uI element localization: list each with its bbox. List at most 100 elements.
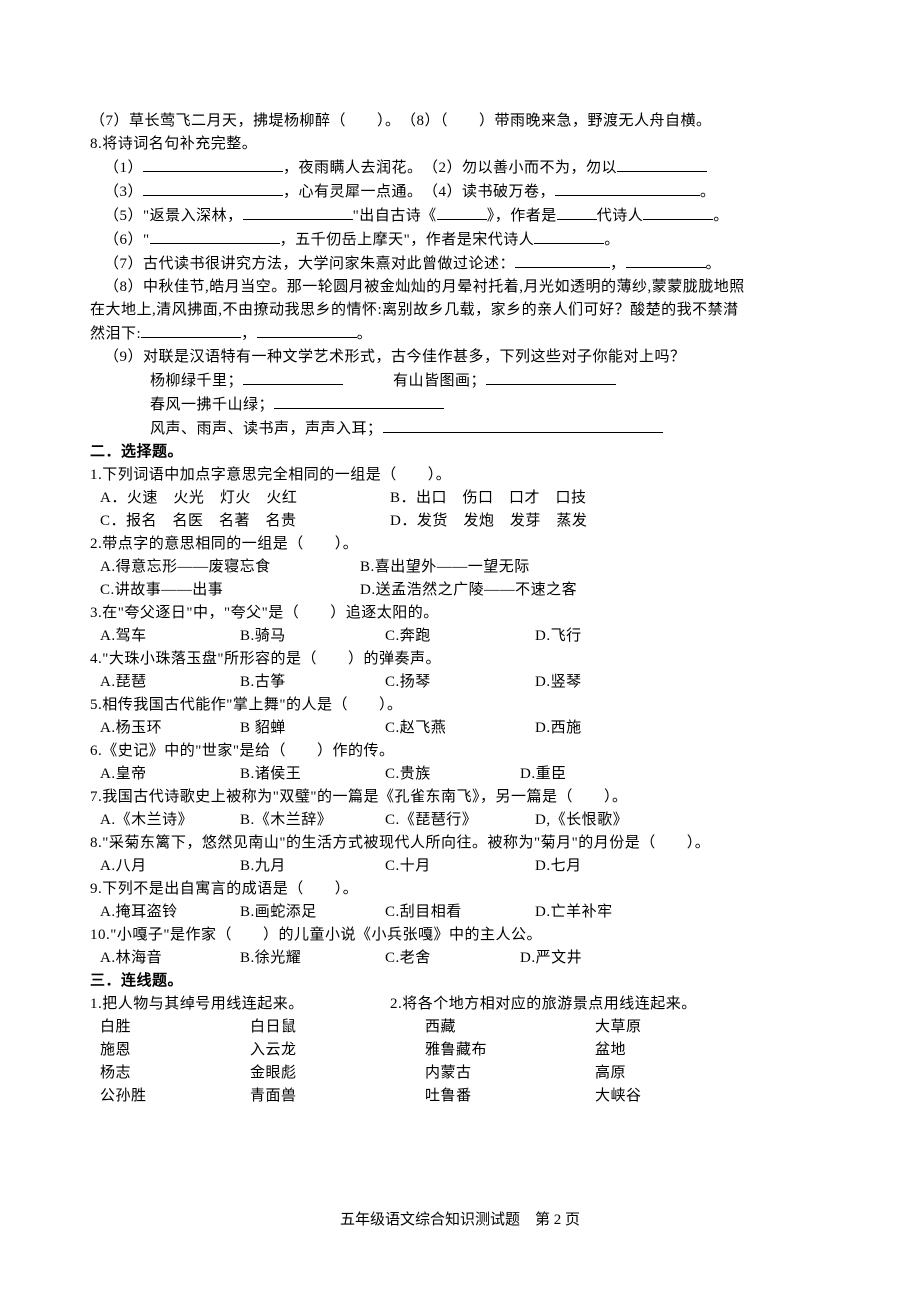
s2-q4-opts: A.琵琶B.古筝C.扬琴D.竖琴 bbox=[90, 671, 830, 694]
s3-r2-c2[interactable]: 入云龙 bbox=[250, 1039, 425, 1062]
blank[interactable] bbox=[257, 322, 357, 338]
s3-r3-c1[interactable]: 杨志 bbox=[100, 1062, 250, 1085]
blank[interactable] bbox=[383, 417, 663, 433]
blank[interactable] bbox=[141, 322, 241, 338]
s3-r3-c3[interactable]: 内蒙古 bbox=[425, 1062, 595, 1085]
q8-header: 8.将诗词名句补充完整。 bbox=[90, 133, 830, 156]
s2-q10-opts: A.林海音B.徐光耀C.老舍D.严文井 bbox=[90, 947, 830, 970]
s3-r4-c3[interactable]: 吐鲁番 bbox=[425, 1085, 595, 1108]
q8-8-l3-c: 。 bbox=[357, 326, 373, 342]
q8-5-e: 。 bbox=[713, 208, 729, 224]
s2-q4-optB[interactable]: B.古筝 bbox=[240, 671, 385, 694]
q8-6: （6）"，五千仞岳上摩天"，作者是宋代诗人。 bbox=[104, 228, 830, 252]
s3-r1-c1[interactable]: 白胜 bbox=[100, 1016, 250, 1039]
s2-q6-optA[interactable]: A.皇帝 bbox=[100, 763, 240, 786]
blank[interactable] bbox=[150, 228, 280, 244]
s2-q1-optB[interactable]: B．出口 伤口 口才 口技 bbox=[390, 490, 587, 506]
s2-q3-optA[interactable]: A.驾车 bbox=[100, 625, 240, 648]
s3-row4: 公孙胜青面兽吐鲁番大峡谷 bbox=[90, 1085, 830, 1108]
blank[interactable] bbox=[555, 180, 700, 196]
q8-9-l3: 春风一拂千山绿； bbox=[150, 393, 830, 417]
blank[interactable] bbox=[243, 369, 343, 385]
s2-q2-optA[interactable]: A.得意忘形——废寝忘食 bbox=[100, 556, 360, 579]
blank[interactable] bbox=[557, 204, 597, 220]
s2-q4-optD[interactable]: D.竖琴 bbox=[535, 674, 582, 690]
s2-q10-optB[interactable]: B.徐光耀 bbox=[240, 947, 385, 970]
s2-q10: 10."小嘎子"是作家（ ）的儿童小说《小兵张嘎》中的主人公。 bbox=[90, 924, 830, 947]
s2-q1-optA[interactable]: A．火速 火光 灯火 火红 bbox=[100, 487, 390, 510]
blank[interactable] bbox=[486, 369, 616, 385]
s2-q10-optC[interactable]: C.老舍 bbox=[385, 947, 520, 970]
s2-q7-optC[interactable]: C.《琵琶行》 bbox=[385, 809, 535, 832]
s2-q2-optD[interactable]: D.送孟浩然之广陵——不速之客 bbox=[360, 582, 577, 598]
q8-9-l2-a: 杨柳绿千里； bbox=[150, 373, 243, 389]
s3-r4-c1[interactable]: 公孙胜 bbox=[100, 1085, 250, 1108]
s2-q8-optC[interactable]: C.十月 bbox=[385, 855, 535, 878]
s2-q7-optB[interactable]: B.《木兰辞》 bbox=[240, 809, 385, 832]
s2-q4-optA[interactable]: A.琵琶 bbox=[100, 671, 240, 694]
s2-q6-optB[interactable]: B.诸侯王 bbox=[240, 763, 385, 786]
q8-5-b: "出自古诗《 bbox=[353, 208, 437, 224]
s3-r1-c4[interactable]: 大草原 bbox=[595, 1019, 642, 1035]
blank[interactable] bbox=[626, 252, 706, 268]
s2-q2-row2: C.讲故事——出事D.送孟浩然之广陵——不速之客 bbox=[90, 579, 830, 602]
s3-q2: 2.将各个地方相对应的旅游景点用线连起来。 bbox=[390, 996, 697, 1012]
s2-q8-optA[interactable]: A.八月 bbox=[100, 855, 240, 878]
s2-q8-optB[interactable]: B.九月 bbox=[240, 855, 385, 878]
s2-q5-optB[interactable]: B 貂蝉 bbox=[240, 717, 385, 740]
s2-q1-row2: C．报名 名医 名著 名贵D．发货 发炮 发芽 蒸发 bbox=[90, 510, 830, 533]
s2-q5-optC[interactable]: C.赵飞燕 bbox=[385, 717, 535, 740]
q8-3: （3），心有灵犀一点通。 （4）读书破万卷，。 bbox=[104, 180, 830, 204]
s2-q6-optD[interactable]: D.重臣 bbox=[520, 766, 567, 782]
s3-r1-c3[interactable]: 西藏 bbox=[425, 1016, 595, 1039]
q8-9-l4: 风声、雨声、读书声，声声入耳； bbox=[150, 417, 830, 441]
s2-q9-optB[interactable]: B.画蛇添足 bbox=[240, 901, 385, 924]
s3-r4-c4[interactable]: 大峡谷 bbox=[595, 1088, 642, 1104]
blank[interactable] bbox=[143, 156, 283, 172]
s2-q7-optD[interactable]: D,《长恨歌》 bbox=[535, 812, 628, 828]
s2-q1-optD[interactable]: D．发货 发炮 发芽 蒸发 bbox=[390, 513, 587, 529]
q8-7-a: （7）古代读书很讲究方法，大学问家朱熹对此曾做过论述： bbox=[104, 256, 515, 272]
s3-q1: 1.把人物与其绰号用线连起来。 bbox=[90, 993, 390, 1016]
s3-r2-c4[interactable]: 盆地 bbox=[595, 1042, 626, 1058]
s2-q5-optD[interactable]: D.西施 bbox=[535, 720, 582, 736]
blank[interactable] bbox=[437, 204, 487, 220]
s2-q10-optA[interactable]: A.林海音 bbox=[100, 947, 240, 970]
s2-q3-optB[interactable]: B.骑马 bbox=[240, 625, 385, 648]
blank[interactable] bbox=[534, 228, 604, 244]
s2-q6-optC[interactable]: C.贵族 bbox=[385, 763, 520, 786]
s2-q3-opts: A.驾车B.骑马C.奔跑D.飞行 bbox=[90, 625, 830, 648]
s3-r2-c1[interactable]: 施恩 bbox=[100, 1039, 250, 1062]
blank[interactable] bbox=[274, 393, 444, 409]
q8-6-c: 。 bbox=[604, 232, 620, 248]
s2-q5-optA[interactable]: A.杨玉环 bbox=[100, 717, 240, 740]
blank[interactable] bbox=[617, 156, 707, 172]
s2-q7-optA[interactable]: A.《木兰诗》 bbox=[100, 809, 240, 832]
s3-r3-c2[interactable]: 金眼彪 bbox=[250, 1062, 425, 1085]
s2-q2-optC[interactable]: C.讲故事——出事 bbox=[100, 579, 360, 602]
s2-q10-optD[interactable]: D.严文井 bbox=[520, 950, 582, 966]
q8-8-l3-a: 然泪下: bbox=[90, 326, 141, 342]
s2-q2-optB[interactable]: B.喜出望外——一望无际 bbox=[360, 559, 530, 575]
s2-q9: 9.下列不是出自寓言的成语是（ ）。 bbox=[90, 878, 830, 901]
blank[interactable] bbox=[515, 252, 610, 268]
s3-subheaders: 1.把人物与其绰号用线连起来。2.将各个地方相对应的旅游景点用线连起来。 bbox=[90, 993, 830, 1016]
blank[interactable] bbox=[243, 204, 353, 220]
blank[interactable] bbox=[143, 180, 283, 196]
s2-q9-optA[interactable]: A.掩耳盗铃 bbox=[100, 901, 240, 924]
s2-q3-optC[interactable]: C.奔跑 bbox=[385, 625, 535, 648]
s2-q1-optC[interactable]: C．报名 名医 名著 名贵 bbox=[100, 510, 390, 533]
s3-r1-c2[interactable]: 白日鼠 bbox=[250, 1016, 425, 1039]
s2-q9-optC[interactable]: C.刮目相看 bbox=[385, 901, 535, 924]
s2-q4: 4."大珠小珠落玉盘"所形容的是（ ）的弹奏声。 bbox=[90, 648, 830, 671]
s2-q4-optC[interactable]: C.扬琴 bbox=[385, 671, 535, 694]
s2-q3-optD[interactable]: D.飞行 bbox=[535, 628, 582, 644]
blank[interactable] bbox=[643, 204, 713, 220]
s2-q9-optD[interactable]: D.亡羊补牢 bbox=[535, 904, 613, 920]
s2-q8: 8."采菊东篱下，悠然见南山"的生活方式被现代人所向往。被称为"菊月"的月份是（… bbox=[90, 832, 830, 855]
s3-r2-c3[interactable]: 雅鲁藏布 bbox=[425, 1039, 595, 1062]
s3-row3: 杨志金眼彪内蒙古高原 bbox=[90, 1062, 830, 1085]
s3-r4-c2[interactable]: 青面兽 bbox=[250, 1085, 425, 1108]
s3-r3-c4[interactable]: 高原 bbox=[595, 1065, 626, 1081]
s2-q8-optD[interactable]: D.七月 bbox=[535, 858, 582, 874]
